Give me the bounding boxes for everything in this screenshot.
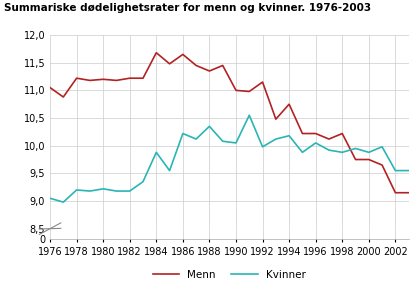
- Menn: [141, 77, 146, 80]
- Kvinner: [74, 188, 79, 192]
- Menn: [234, 88, 239, 92]
- Menn: [127, 77, 132, 80]
- Kvinner: [247, 114, 252, 117]
- Kvinner: [154, 151, 159, 154]
- Menn: [61, 95, 66, 99]
- Menn: [340, 132, 345, 135]
- Text: Summariske dødelighetsrater for menn og kvinner. 1976-2003: Summariske dødelighetsrater for menn og …: [4, 3, 371, 13]
- Menn: [114, 79, 119, 82]
- Kvinner: [366, 151, 371, 154]
- Kvinner: [393, 169, 398, 172]
- Menn: [207, 69, 212, 73]
- Menn: [154, 51, 159, 55]
- Kvinner: [141, 180, 146, 183]
- Kvinner: [379, 145, 384, 149]
- Kvinner: [353, 147, 358, 150]
- Menn: [366, 158, 371, 161]
- Kvinner: [340, 151, 345, 154]
- Menn: [181, 53, 186, 56]
- Line: Kvinner: Kvinner: [50, 115, 409, 202]
- Menn: [193, 64, 198, 67]
- Kvinner: [193, 137, 198, 141]
- Kvinner: [181, 132, 186, 135]
- Menn: [100, 78, 106, 81]
- Menn: [379, 163, 384, 167]
- Menn: [220, 64, 225, 67]
- Menn: [286, 102, 291, 106]
- Kvinner: [88, 189, 93, 193]
- Kvinner: [273, 137, 278, 141]
- Menn: [247, 90, 252, 93]
- Kvinner: [207, 125, 212, 128]
- Menn: [273, 117, 278, 121]
- Menn: [48, 86, 53, 89]
- Kvinner: [167, 169, 172, 172]
- Kvinner: [127, 189, 132, 193]
- Menn: [260, 80, 265, 84]
- Kvinner: [114, 189, 119, 193]
- Kvinner: [48, 197, 53, 200]
- Kvinner: [234, 141, 239, 145]
- Menn: [74, 77, 79, 80]
- Menn: [327, 137, 332, 141]
- Kvinner: [313, 141, 318, 145]
- Line: Menn: Menn: [50, 53, 409, 193]
- Legend: Menn, Kvinner: Menn, Kvinner: [149, 265, 310, 284]
- Kvinner: [300, 151, 305, 154]
- Kvinner: [61, 200, 66, 204]
- Menn: [300, 132, 305, 135]
- Menn: [88, 79, 93, 82]
- Menn: [406, 191, 411, 194]
- Menn: [313, 132, 318, 135]
- Kvinner: [100, 187, 106, 191]
- Kvinner: [220, 140, 225, 143]
- Kvinner: [286, 134, 291, 138]
- Kvinner: [406, 169, 411, 172]
- Kvinner: [260, 145, 265, 149]
- Menn: [167, 62, 172, 66]
- Menn: [353, 158, 358, 161]
- Menn: [393, 191, 398, 194]
- Kvinner: [327, 148, 332, 152]
